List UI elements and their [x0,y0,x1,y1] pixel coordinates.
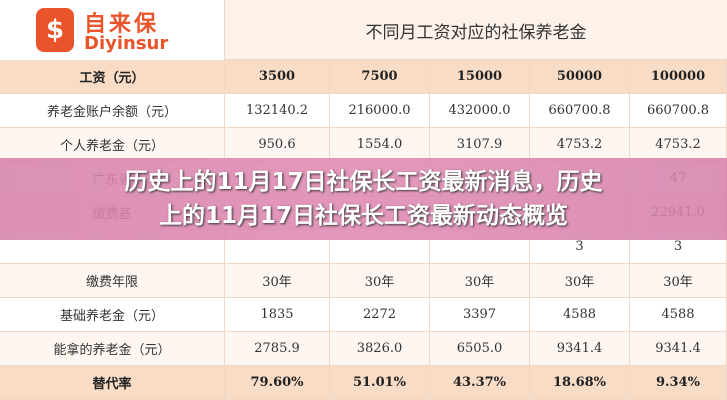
cell: 4753.2 [530,128,630,162]
cell: 30年 [430,264,530,298]
cell: 132140.2 [225,94,330,128]
cell: 2785.9 [225,332,330,366]
row-label: 能拿的养老金（元） [0,332,225,366]
cell: 51.01% [330,366,430,400]
row-label: 缴费年限 [0,264,225,298]
row-label: 个人养老金（元） [0,128,225,162]
column-header: 3500 [225,60,330,94]
cell: 1835 [225,298,330,332]
header-title: 不同月工资对应的社保养老金 [365,22,587,43]
cell: 9.34% [630,366,727,400]
cell: 2272 [330,298,430,332]
cell: 3826.0 [330,332,430,366]
cell: 79.60% [225,366,330,400]
banner-line: 上的11月17日社保长工资最新动态概览 [158,203,568,229]
title-banner: 历史上的11月17日社保长工资最新消息，历史 上的11月17日社保长工资最新动态概… [0,158,727,240]
cell: 950.6 [225,128,330,162]
cell: 3107.9 [430,128,530,162]
cell: 18.68% [530,366,630,400]
row-label: 替代率 [0,366,225,400]
cell: 4588 [630,298,727,332]
column-header: 15000 [430,60,530,94]
column-header: 100000 [630,60,727,94]
cell: 660700.8 [630,94,727,128]
logo-cn: 自来保 [84,12,160,37]
cell: 30年 [530,264,630,298]
cell: 4588 [530,298,630,332]
cell: 4753.2 [630,128,727,162]
column-header: 50000 [530,60,630,94]
cell: 30年 [330,264,430,298]
cell: 9341.4 [630,332,727,366]
banner-line: 历史上的11月17日社保长工资最新消息，历史 [124,169,603,195]
cell: 216000.0 [330,94,430,128]
row-label: 基础养老金（元） [0,298,225,332]
logo-en: Diyinsur [84,33,169,54]
cell: 3397 [430,298,530,332]
cell: 660700.8 [530,94,630,128]
column-header: 7500 [330,60,430,94]
row-label: 养老金账户余额（元） [0,94,225,128]
cell: 6505.0 [430,332,530,366]
cell: 9341.4 [530,332,630,366]
cell: 1554.0 [330,128,430,162]
cell: 30年 [630,264,727,298]
logo-icon: $ [36,8,74,52]
cell: 30年 [225,264,330,298]
column-header: 工资（元） [0,60,225,94]
cell: 43.37% [430,366,530,400]
cell: 432000.0 [430,94,530,128]
